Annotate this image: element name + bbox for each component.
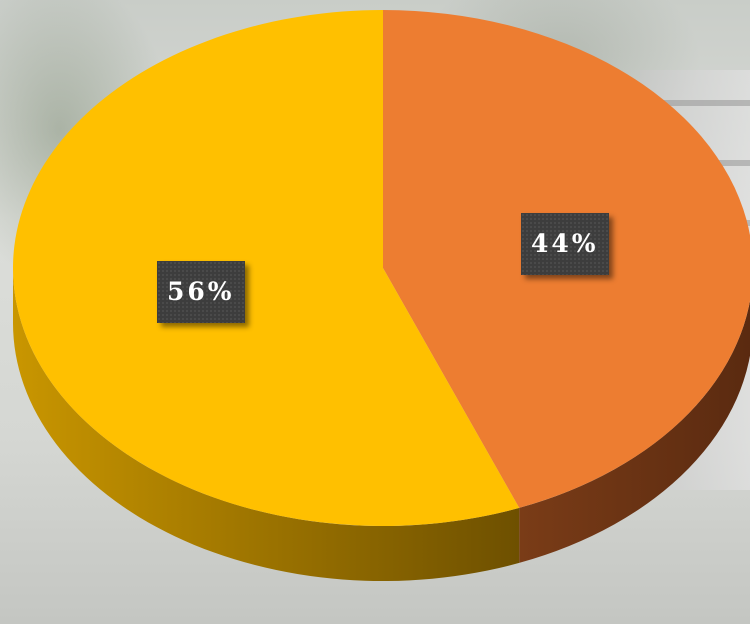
data-label-slice-1: 44% <box>521 213 609 275</box>
pie-slice-2 <box>12 10 520 526</box>
data-label-slice-2: 56% <box>157 261 245 323</box>
pie-side-slice-2 <box>13 268 520 581</box>
pie-tops <box>12 10 750 526</box>
pie-sides <box>13 268 750 581</box>
pie-side-slice-1 <box>519 300 750 563</box>
